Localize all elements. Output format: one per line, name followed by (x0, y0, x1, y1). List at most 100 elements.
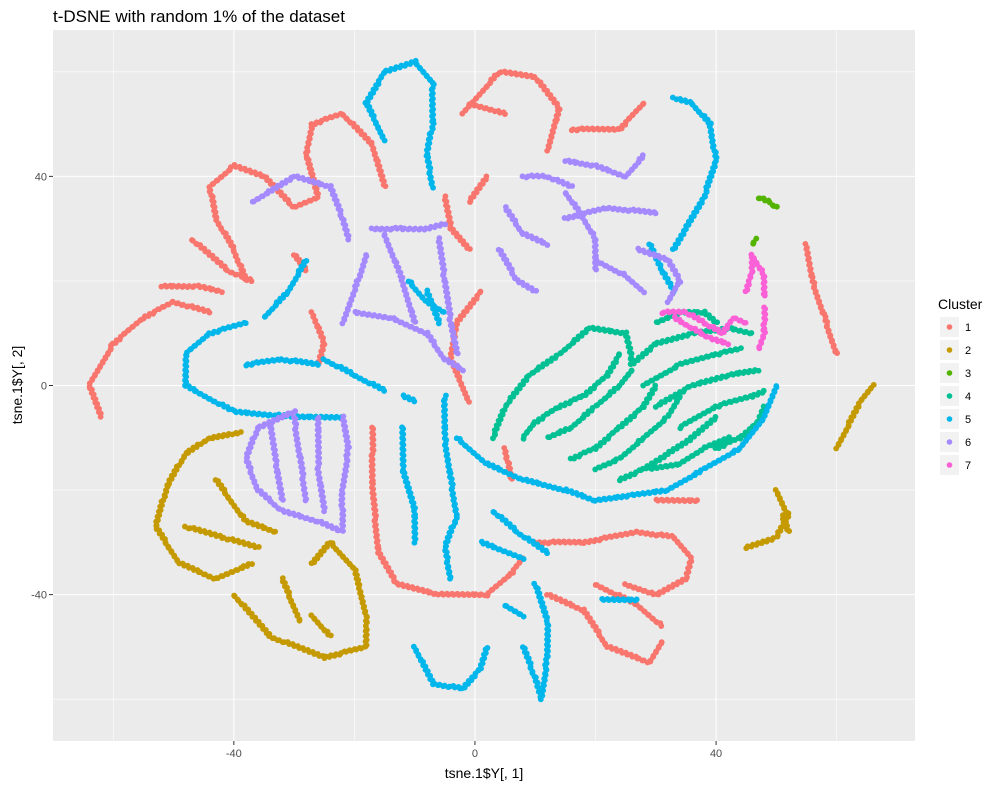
series-1 (86, 68, 841, 666)
data-point (381, 388, 388, 394)
data-point (308, 560, 315, 567)
data-point (834, 350, 841, 356)
data-point (619, 329, 626, 336)
legend-key-6 (946, 439, 953, 445)
data-point (501, 445, 508, 451)
legend-label-5: 5 (965, 414, 971, 426)
data-point (738, 345, 744, 352)
data-point (616, 351, 622, 358)
data-point (340, 413, 347, 420)
legend-key-7 (946, 462, 953, 468)
data-point (593, 266, 600, 273)
chart-title: t-DSNE with random 1% of the dataset (53, 7, 345, 26)
data-point (589, 162, 596, 169)
data-point (412, 318, 419, 325)
data-point (466, 101, 473, 108)
data-point (296, 617, 303, 624)
x-tick-label: -40 (226, 748, 242, 760)
data-point (249, 561, 256, 567)
data-point (742, 319, 749, 326)
data-point (219, 289, 225, 296)
data-point (467, 246, 473, 252)
data-point (725, 341, 732, 348)
data-point (303, 257, 310, 264)
data-point (255, 543, 262, 550)
data-point (760, 387, 767, 394)
data-point (477, 288, 484, 295)
data-point (652, 382, 659, 389)
data-point (870, 381, 877, 388)
data-point (328, 632, 334, 639)
data-point (755, 367, 762, 374)
legend-items: 1 2 3 4 5 6 7 (940, 317, 971, 475)
data-point (772, 487, 779, 493)
legend-key-5 (946, 416, 953, 422)
data-point (544, 550, 550, 557)
y-tick-label: 40 (35, 171, 47, 183)
data-point (435, 320, 442, 327)
data-point (714, 319, 721, 326)
series-7 (659, 251, 769, 352)
series-5 (182, 57, 780, 703)
series-6 (243, 152, 684, 534)
data-point (658, 639, 665, 646)
legend-label-7: 7 (965, 460, 971, 472)
data-point (756, 345, 763, 352)
data-point (664, 299, 671, 306)
data-point (628, 367, 635, 374)
data-point (773, 203, 780, 210)
data-point (639, 152, 646, 159)
data-point (315, 362, 321, 368)
data-point (323, 182, 330, 189)
data-point (273, 457, 280, 464)
data-point (520, 613, 527, 620)
data-point (248, 278, 255, 285)
data-point (520, 556, 527, 562)
legend-title: Cluster (938, 296, 983, 312)
data-point (460, 367, 466, 374)
series-3 (750, 195, 780, 247)
legend-label-2: 2 (965, 345, 971, 357)
data-point (533, 287, 540, 294)
data-point (454, 350, 461, 357)
data-point (430, 184, 436, 191)
legend-key-1 (946, 324, 953, 330)
data-point (447, 575, 453, 582)
data-point (321, 508, 327, 515)
data-point (748, 330, 755, 336)
legend-label-1: 1 (965, 322, 971, 334)
legend-key-2 (946, 347, 953, 353)
data-points (86, 57, 877, 703)
legend-label-3: 3 (965, 368, 971, 380)
data-point (345, 236, 352, 243)
data-point (694, 497, 700, 504)
data-point (773, 383, 780, 389)
data-point (302, 497, 309, 504)
y-axis-title: tsne.1$Y[, 2] (9, 346, 25, 425)
data-point (483, 173, 490, 180)
series-2 (153, 381, 877, 662)
data-point (786, 528, 793, 534)
legend-label-4: 4 (965, 391, 971, 403)
data-point (761, 292, 768, 299)
x-axis-title: tsne.1$Y[, 1] (445, 765, 524, 781)
data-point (753, 235, 760, 242)
data-point (531, 580, 538, 587)
legend: Cluster 1 2 3 4 5 6 7 (938, 296, 983, 475)
x-tick-label: 0 (472, 748, 478, 760)
data-point (442, 221, 449, 228)
data-point (272, 528, 279, 535)
data-point (569, 183, 576, 189)
data-point (400, 392, 407, 399)
data-point (658, 623, 665, 629)
data-point (280, 496, 286, 503)
data-point (640, 100, 647, 107)
data-point (411, 539, 418, 546)
data-point (622, 581, 628, 587)
data-point (652, 210, 659, 217)
data-point (544, 242, 551, 248)
data-point (633, 596, 640, 603)
data-point (544, 147, 551, 154)
axis-ticks: -40 0 40 -40 0 40 (31, 171, 722, 760)
